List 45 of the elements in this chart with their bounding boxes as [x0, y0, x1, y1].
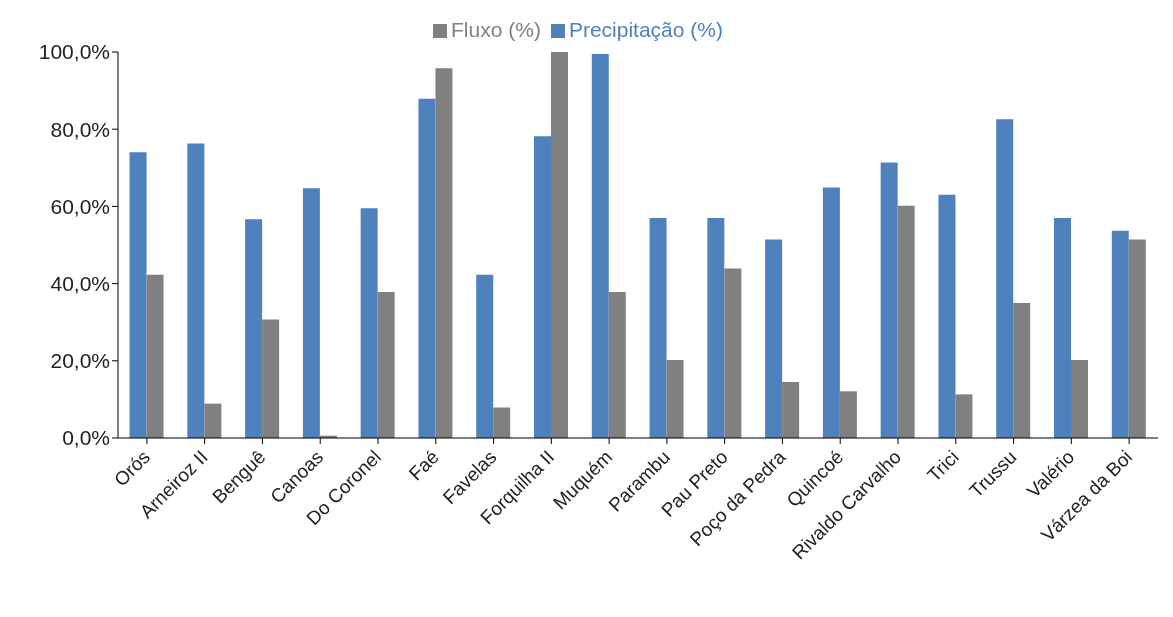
bar [245, 219, 263, 438]
x-tick-label: Trici [923, 446, 963, 486]
y-tick-label: 0,0% [62, 426, 110, 450]
bar [262, 319, 280, 438]
bar [608, 292, 626, 438]
bar [666, 360, 684, 438]
bar [204, 403, 222, 438]
bar [418, 98, 436, 438]
bar [1111, 230, 1129, 438]
bar [187, 143, 205, 438]
bar [822, 187, 840, 438]
bar [782, 382, 800, 438]
y-tick-label: 80,0% [50, 117, 110, 141]
bar [724, 268, 742, 438]
bar [955, 394, 973, 438]
legend-label: Precipitação (%) [568, 18, 723, 41]
bar [1054, 217, 1071, 438]
bar [707, 217, 725, 438]
bar [360, 208, 378, 438]
bar [129, 152, 147, 438]
bar [996, 119, 1014, 438]
bar [649, 217, 667, 438]
bar [493, 407, 511, 438]
bar [1013, 302, 1031, 438]
bar [765, 239, 783, 438]
bar [476, 274, 494, 438]
bar [839, 391, 857, 438]
bar [880, 162, 898, 438]
bar [938, 194, 956, 438]
bar [1071, 360, 1088, 438]
x-tick-label: Faé [404, 446, 443, 485]
y-tick-label: 40,0% [50, 272, 110, 296]
bar [897, 205, 915, 438]
y-tick-label: 20,0% [50, 349, 110, 373]
bar [591, 53, 609, 438]
bar [1128, 239, 1146, 438]
bar [302, 188, 320, 438]
bar [534, 136, 551, 438]
bar [146, 274, 164, 438]
legend-label: Fluxo (%) [451, 18, 541, 41]
bar [551, 52, 568, 438]
y-tick-label: 60,0% [50, 194, 110, 218]
bar [435, 68, 453, 438]
bar [377, 292, 395, 438]
y-tick-label: 100,0% [38, 40, 110, 64]
